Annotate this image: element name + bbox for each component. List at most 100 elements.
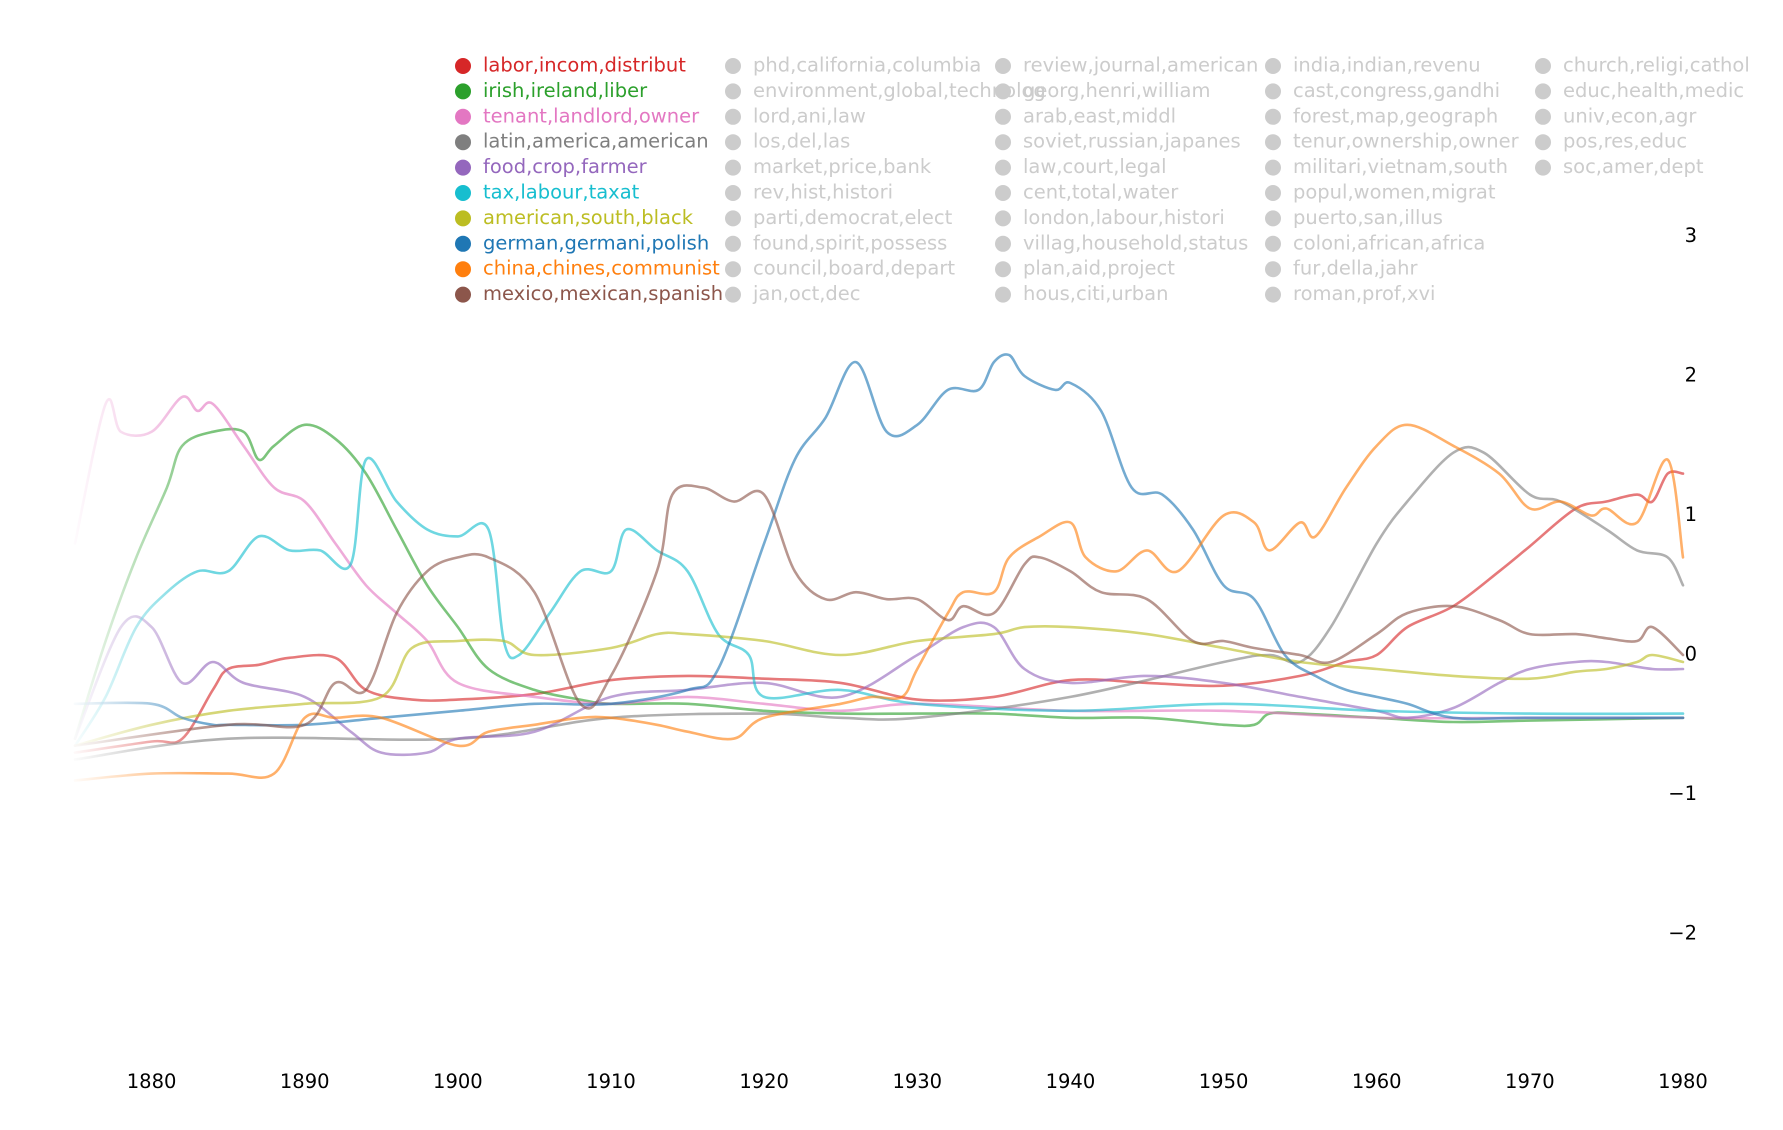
legend-marker-militari-vietnam-south: [1265, 159, 1281, 176]
legend-marker-georg-henri-william: [995, 83, 1011, 100]
x-tick-label-1900: 1900: [433, 1070, 483, 1093]
legend-marker-jan-oct-dec: [725, 286, 741, 303]
legend-marker-arab-east-middl: [995, 108, 1011, 125]
x-tick-label-1970: 1970: [1505, 1070, 1555, 1093]
legend-label-jan-oct-dec: jan,oct,dec: [752, 282, 861, 305]
legend-marker-educ-health-medic: [1535, 83, 1551, 100]
legend-label-tenur-ownership-owner: tenur,ownership,owner: [1293, 130, 1520, 153]
legend-marker-popul-women-migrat: [1265, 185, 1281, 201]
legend-label-soviet-russian-japanes: soviet,russian,japanes: [1023, 130, 1241, 153]
legend-marker-latin-america-american: [455, 134, 471, 151]
legend-label-fur-della-jahr: fur,della,jahr: [1293, 257, 1419, 280]
legend-marker-soviet-russian-japanes: [995, 134, 1011, 151]
x-tick-label-1940: 1940: [1046, 1070, 1096, 1093]
legend-label-london-labour-histori: london,labour,histori: [1023, 206, 1225, 229]
legend-marker-hous-citi-urban: [995, 286, 1011, 303]
series-line-mexico-mexican-spanish: [73, 484, 1685, 747]
legend-label-market-price-bank: market,price,bank: [753, 155, 932, 178]
x-tick-label-1930: 1930: [892, 1070, 942, 1093]
legend-label-roman-prof-xvi: roman,prof,xvi: [1293, 282, 1435, 305]
legend-label-china-chines-communist: china,chines,communist: [483, 257, 720, 280]
legend-marker-univ-econ-agr: [1535, 108, 1551, 125]
legend-marker-irish-ireland-liber: [455, 83, 471, 100]
legend-label-labor-incom-distribut: labor,incom,distribut: [483, 54, 686, 77]
legend-label-council-board-depart: council,board,depart: [753, 257, 955, 280]
legend-marker-lord-ani-law: [725, 108, 741, 125]
x-tick-label-1980: 1980: [1658, 1070, 1708, 1093]
legend-label-lord-ani-law: lord,ani,law: [753, 104, 866, 127]
legend-label-los-del-las: los,del,las: [753, 130, 850, 153]
series-line-labor-incom-distribut: [73, 470, 1685, 754]
legend-label-arab-east-middl: arab,east,middl: [1023, 104, 1176, 127]
legend-label-mexico-mexican-spanish: mexico,mexican,spanish: [483, 282, 723, 305]
legend-marker-tenur-ownership-owner: [1265, 134, 1281, 151]
legend-marker-puerto-san-illus: [1265, 210, 1281, 227]
x-tick-label-1880: 1880: [127, 1070, 177, 1093]
legend-marker-church-religi-cathol: [1535, 58, 1551, 74]
legend-label-plan-aid-project: plan,aid,project: [1023, 257, 1175, 280]
legend-label-india-indian-revenu: india,indian,revenu: [1293, 54, 1481, 77]
series-line-food-crop-farmer: [73, 615, 1685, 757]
legend-marker-india-indian-revenu: [1265, 58, 1281, 74]
y-tick-label-3: 3: [1685, 224, 1697, 247]
legend-marker-german-germani-polish: [455, 235, 471, 252]
x-axis: 1880 1890 1900 1910 1920 1930 1940 1950 1960 1970…: [127, 1070, 1708, 1093]
legend-marker-roman-prof-xvi: [1265, 286, 1281, 303]
legend-label-soc-amer-dept: soc,amer,dept: [1563, 155, 1704, 178]
legend-marker-labor-incom-distribut: [455, 58, 471, 74]
y-tick-label-2: 2: [1685, 364, 1697, 387]
legend-label-law-court-legal: law,court,legal: [1023, 155, 1167, 178]
legend-label-review-journal-american: review,journal,american: [1023, 54, 1258, 77]
x-tick-label-1920: 1920: [739, 1070, 789, 1093]
legend-label-found-spirit-possess: found,spirit,possess: [753, 231, 947, 254]
legend-label-univ-econ-agr: univ,econ,agr: [1563, 104, 1697, 127]
legend-marker-tenant-landlord-owner: [455, 108, 471, 125]
legend-marker-council-board-depart: [725, 261, 741, 278]
legend-label-puerto-san-illus: puerto,san,illus: [1293, 206, 1443, 229]
legend-label-hous-citi-urban: hous,citi,urban: [1023, 282, 1168, 305]
legend-marker-los-del-las: [725, 134, 741, 151]
legend-marker-phd-california-columbia: [725, 58, 741, 74]
legend-marker-tax-labour-taxat: [455, 185, 471, 201]
legend-marker-soc-amer-dept: [1535, 159, 1551, 176]
y-tick-label-neg1: −1: [1668, 782, 1697, 805]
legend-marker-market-price-bank: [725, 159, 741, 176]
legend-label-tax-labour-taxat: tax,labour,taxat: [483, 181, 640, 204]
legend-marker-rev-hist-histori: [725, 185, 741, 201]
legend-marker-american-south-black: [455, 210, 471, 227]
legend-label-villag-household-status: villag,household,status: [1023, 231, 1248, 254]
legend-label-parti-democrat-elect: parti,democrat,elect: [753, 206, 953, 229]
legend-marker-villag-household-status: [995, 235, 1011, 252]
left-fade-overlay: [70, 150, 200, 850]
y-tick-label-neg2: −2: [1668, 922, 1697, 945]
x-tick-label-1910: 1910: [586, 1070, 636, 1093]
legend-label-american-south-black: american,south,black: [483, 206, 694, 229]
x-tick-label-1960: 1960: [1352, 1070, 1402, 1093]
legend-marker-review-journal-american: [995, 58, 1011, 74]
legend-marker-parti-democrat-elect: [725, 210, 741, 227]
legend-label-popul-women-migrat: popul,women,migrat: [1293, 181, 1496, 204]
series-line-china-chines-communist: [73, 423, 1685, 782]
series-line-american-south-black: [73, 624, 1685, 747]
legend-label-pos-res-educ: pos,res,educ: [1563, 130, 1687, 153]
x-tick-label-1890: 1890: [280, 1070, 330, 1093]
legend: labor,incom,distributirish,ireland,liber…: [455, 54, 1750, 305]
legend-label-phd-california-columbia: phd,california,columbia: [753, 54, 981, 77]
legend-marker-mexico-mexican-spanish: [455, 286, 471, 303]
legend-marker-coloni-african-africa: [1265, 235, 1281, 252]
legend-label-church-religi-cathol: church,religi,cathol: [1563, 54, 1750, 77]
legend-label-latin-america-american: latin,america,american: [483, 130, 709, 153]
legend-label-cent-total-water: cent,total,water: [1023, 181, 1179, 204]
legend-marker-cent-total-water: [995, 185, 1011, 201]
legend-label-georg-henri-william: georg,henri,william: [1023, 79, 1210, 102]
legend-label-cast-congress-gandhi: cast,congress,gandhi: [1293, 79, 1500, 102]
legend-marker-food-crop-farmer: [455, 159, 471, 176]
legend-label-irish-ireland-liber: irish,ireland,liber: [483, 79, 648, 102]
legend-label-coloni-african-africa: coloni,african,africa: [1293, 231, 1485, 254]
legend-label-environment-global-technolog: environment,global,technolog: [753, 79, 1046, 102]
legend-label-militari-vietnam-south: militari,vietnam,south: [1293, 155, 1508, 178]
y-axis: −2 −1 0 1 2 3: [1668, 224, 1697, 945]
series-lines: [70, 150, 1685, 850]
legend-label-tenant-landlord-owner: tenant,landlord,owner: [483, 104, 700, 127]
